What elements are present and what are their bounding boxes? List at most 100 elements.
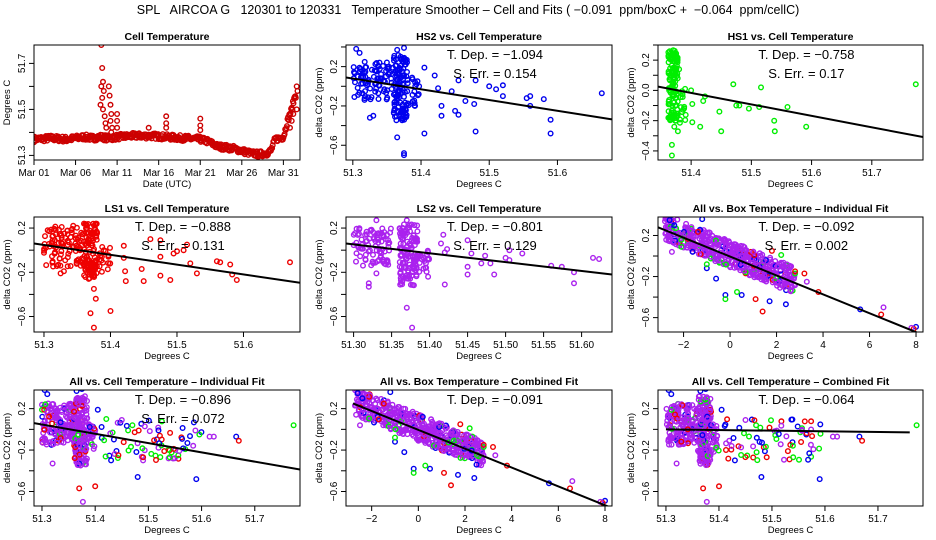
x-axis-label: Date (UTC): [143, 179, 192, 190]
data-point-ls2: [409, 324, 416, 331]
x-tick-label: Mar 21: [185, 168, 217, 179]
data-point-hs1: [668, 152, 675, 159]
data-point-hs2: [381, 86, 388, 93]
data-point: [805, 456, 812, 463]
cell-temp-point: [145, 124, 152, 131]
x-tick-label: 51.6: [192, 514, 212, 525]
data-point-hs2: [493, 86, 500, 93]
data-point: [141, 423, 148, 430]
data-point-ls1: [140, 278, 147, 285]
data-point-hs2: [421, 64, 428, 71]
data-point: [792, 270, 799, 277]
y-axis-label: delta CO2 (ppm): [626, 67, 637, 137]
data-point: [695, 407, 702, 414]
data-point-ls1: [107, 260, 114, 267]
data-point-ls2: [468, 250, 475, 257]
data-point: [666, 217, 673, 224]
data-point-ls2: [422, 260, 429, 267]
x-axis-label: Degrees C: [456, 179, 502, 190]
data-point: [728, 446, 735, 453]
data-point-hs2: [499, 82, 506, 89]
data-point: [54, 408, 61, 415]
data-point: [145, 417, 152, 424]
data-point: [114, 455, 121, 462]
data-point: [179, 425, 186, 432]
data-point: [753, 422, 760, 429]
data-point: [762, 443, 769, 450]
x-tick-label: −2: [366, 514, 378, 525]
plot-area: [658, 47, 923, 159]
data-point-hs1: [771, 117, 778, 124]
x-tick-label: 51.4: [709, 514, 729, 525]
data-point-ls2: [379, 256, 386, 263]
data-point-hs2: [438, 112, 445, 119]
data-point: [759, 308, 766, 315]
data-point: [90, 445, 97, 452]
x-tick-label: 2: [462, 514, 468, 525]
data-point: [372, 400, 379, 407]
data-point-hs2: [393, 76, 400, 83]
cell-temp-point: [197, 127, 204, 134]
y-tick-label: 0.2: [641, 401, 652, 415]
y-axis-label: delta CO2 (ppm): [626, 413, 637, 483]
data-point: [442, 425, 449, 432]
fit-line: [665, 428, 910, 434]
data-point-ls2: [365, 280, 372, 287]
data-point-hs2: [376, 59, 383, 66]
data-point-hs2: [411, 99, 418, 106]
data-point: [796, 456, 803, 463]
cell-temp-point: [106, 92, 113, 99]
data-point-hs2: [367, 85, 374, 92]
data-point: [363, 391, 370, 398]
data-point-ls2: [380, 259, 387, 266]
y-tick-label: −0.2: [641, 110, 652, 130]
data-point-ls2: [411, 242, 418, 249]
data-point: [809, 433, 816, 440]
data-point-hs2: [401, 152, 408, 159]
data-point-hs2: [421, 130, 428, 137]
data-point-ls2: [400, 229, 407, 236]
data-point-ls2: [420, 265, 427, 272]
data-point-ls1: [60, 268, 67, 275]
data-point-ls1: [87, 259, 94, 266]
x-tick-label: 51.5: [762, 514, 782, 525]
data-point-hs2: [411, 97, 418, 104]
data-point-ls2: [416, 268, 423, 275]
data-point-ls1: [92, 295, 99, 302]
data-point: [290, 422, 297, 429]
y-axis-label: delta CO2 (ppm): [314, 67, 325, 137]
x-tick-label: 51.5: [167, 340, 187, 351]
x-tick-label: 51.4: [411, 168, 431, 179]
data-point: [76, 442, 83, 449]
data-point-hs1: [697, 123, 704, 130]
data-point-hs1: [665, 101, 672, 108]
data-point: [161, 448, 168, 455]
cell-temp-point: [197, 115, 204, 122]
y-tick-label: −0.2: [329, 262, 340, 282]
x-tick-label: 51.30: [341, 340, 366, 351]
data-point: [880, 304, 887, 311]
data-point: [167, 429, 174, 436]
data-point-hs2: [455, 111, 462, 118]
data-point: [718, 406, 725, 413]
data-point: [39, 406, 46, 413]
data-point: [751, 252, 758, 259]
data-point-ls2: [353, 258, 360, 265]
data-point-ls2: [401, 221, 408, 228]
data-point-ls1: [64, 263, 71, 270]
data-point-hs2: [414, 92, 421, 99]
data-point-hs2: [394, 107, 401, 114]
data-point: [759, 439, 766, 446]
y-axis-label: Degrees C: [2, 80, 13, 126]
data-point-ls2: [408, 221, 415, 228]
x-tick-label: 51.50: [493, 340, 518, 351]
data-point: [702, 239, 709, 246]
data-point-hs1: [784, 103, 791, 110]
data-point: [768, 247, 775, 254]
y-tick-label: 0.2: [641, 228, 652, 242]
data-point: [697, 451, 704, 458]
data-point: [46, 413, 53, 420]
x-tick-label: 51.3: [343, 168, 363, 179]
data-point-ls1: [49, 237, 56, 244]
x-tick-label: 51.40: [417, 340, 442, 351]
